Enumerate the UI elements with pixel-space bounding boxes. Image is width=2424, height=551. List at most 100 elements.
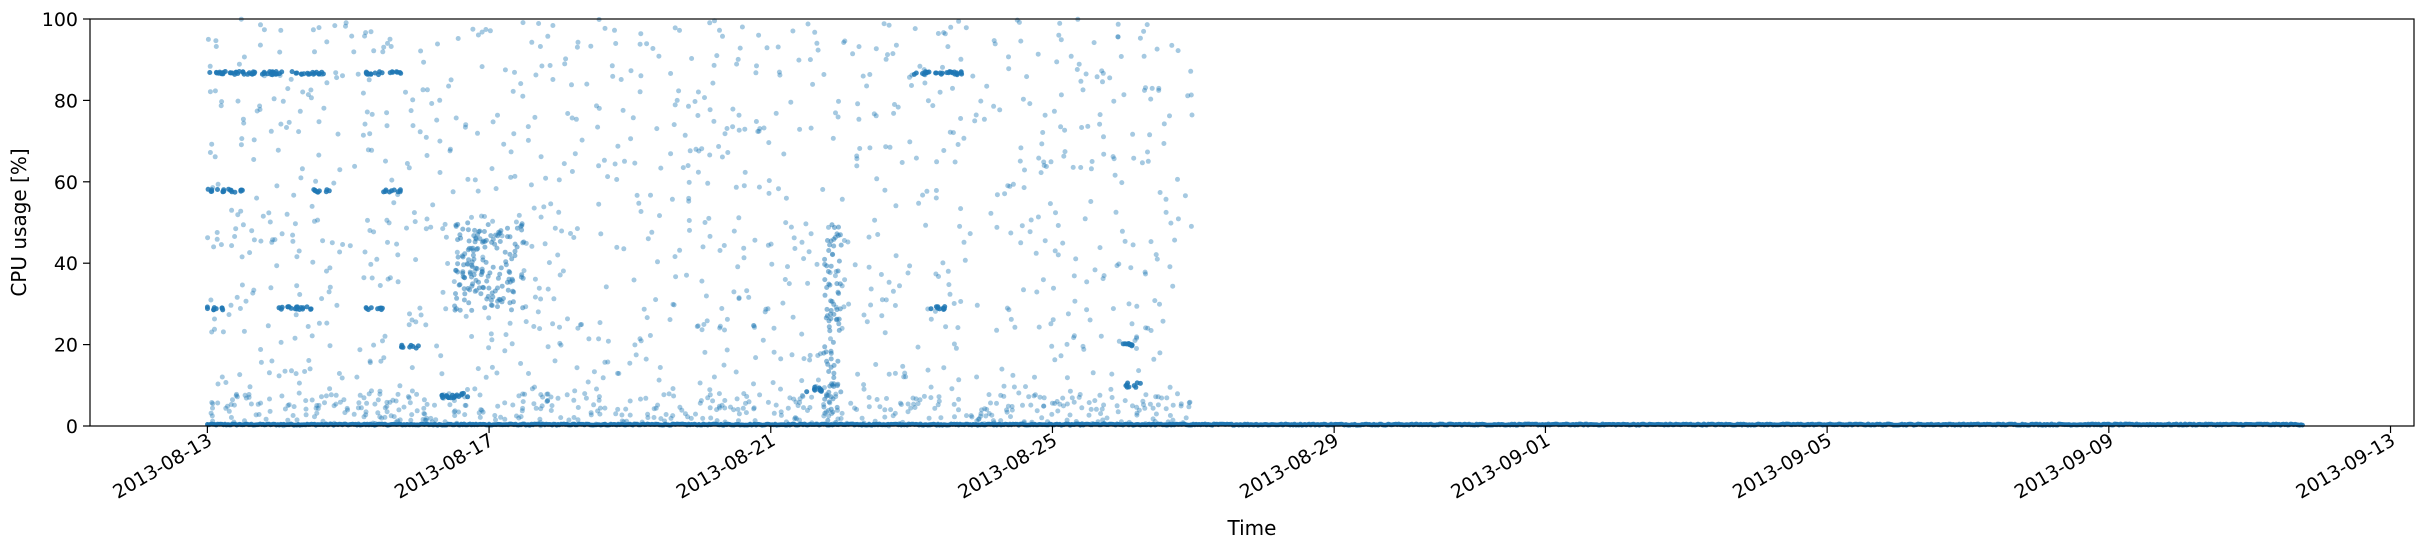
data-point [895,104,901,110]
data-point [1163,406,1169,412]
data-point [1137,380,1143,386]
data-point [622,158,627,164]
data-point [1168,220,1174,226]
data-point [1180,420,1186,426]
data-point [465,220,471,226]
data-point [542,241,548,247]
data-point [667,317,673,323]
data-point [1090,370,1096,376]
data-point [668,415,674,421]
data-point [938,71,944,77]
data-point [253,412,259,418]
data-point [512,173,518,179]
data-point [366,391,372,397]
data-point [832,273,838,279]
data-point [495,285,500,291]
data-point [917,397,923,403]
data-point [335,131,341,137]
data-point [514,413,519,419]
data-point [1021,287,1026,293]
data-point [839,410,845,416]
data-point [482,244,488,250]
data-point [349,33,355,39]
data-point [387,36,393,42]
data-point [735,56,741,62]
data-point [1151,356,1157,362]
data-point [756,184,762,190]
data-point [808,125,814,131]
data-point [976,417,982,422]
data-point [369,388,374,394]
data-point [453,268,459,273]
data-point [320,238,326,244]
data-point [513,219,519,225]
data-point [540,394,546,400]
data-point [502,400,508,406]
data-point [725,150,731,155]
data-point [801,405,806,411]
data-point [1009,404,1015,409]
data-point [245,71,251,77]
data-point [731,228,737,234]
data-point [1148,239,1154,245]
data-point [962,257,968,263]
data-point [637,336,643,342]
data-point [455,261,461,267]
data-point [632,160,638,166]
data-point [1016,390,1022,396]
data-point [602,359,608,365]
data-point [648,192,653,198]
data-point [369,275,375,281]
data-point [565,111,571,116]
data-point [924,188,930,194]
data-point [854,163,860,169]
data-point [627,398,633,404]
data-point [300,305,306,311]
data-point [503,262,509,268]
data-point [751,381,756,387]
data-point [337,167,343,173]
data-point [605,359,611,365]
data-point [1054,399,1060,404]
data-point [788,99,794,105]
data-point [456,409,461,415]
data-point [644,315,650,321]
data-point [391,187,397,193]
data-point [988,400,993,406]
data-point [866,234,872,240]
data-point [1170,402,1176,408]
data-point [545,398,551,403]
data-point [248,401,254,407]
data-point [1088,166,1094,172]
data-point [212,154,218,160]
data-point [603,284,609,290]
data-point [689,56,695,61]
data-point [489,290,495,296]
data-point [1136,368,1142,374]
data-point [1147,401,1153,407]
data-point [890,51,896,57]
data-point [326,289,332,295]
data-point [1152,419,1158,424]
data-point [735,264,741,270]
data-point [488,302,494,308]
data-point [724,126,730,131]
x-tick-label: 2013-09-01 [1447,429,1554,503]
data-point [452,408,458,414]
data-point [1060,240,1066,246]
data-point [835,358,841,364]
data-point [210,185,216,191]
data-point [247,250,253,256]
data-point [797,417,802,423]
data-point [786,281,792,287]
data-point [898,400,903,406]
data-point [309,203,315,209]
data-point [219,71,225,77]
data-point [1001,383,1007,389]
data-point [737,45,743,51]
data-point [1092,398,1098,404]
data-point [820,187,826,192]
data-point [463,122,469,128]
data-point [316,119,322,125]
data-point [970,73,976,79]
